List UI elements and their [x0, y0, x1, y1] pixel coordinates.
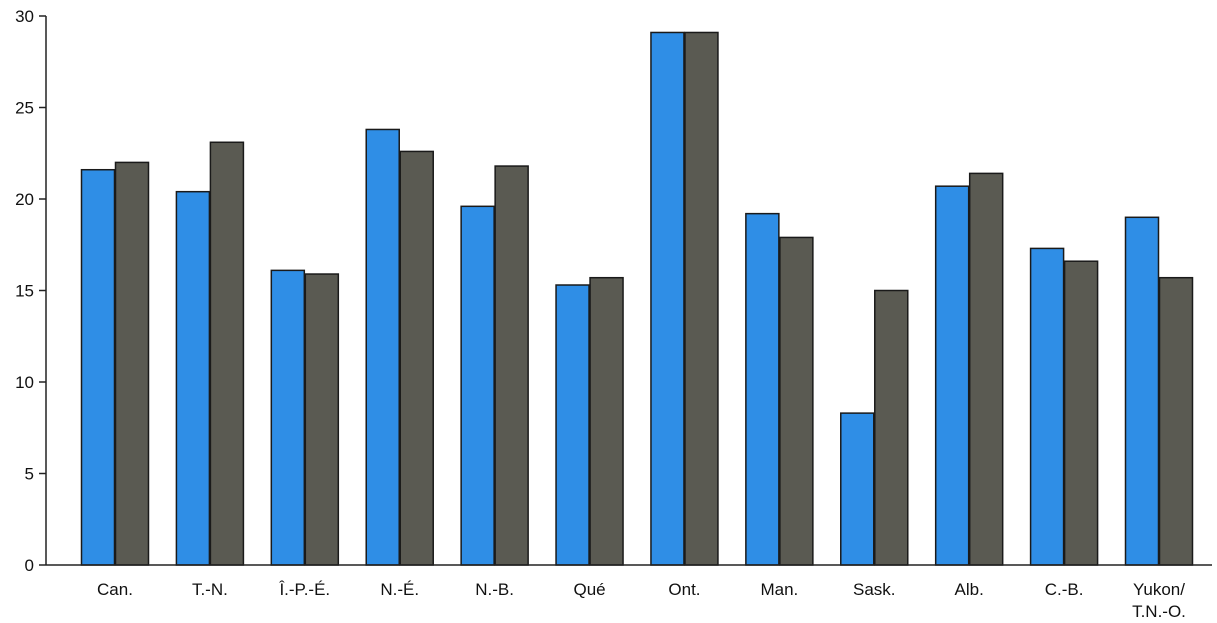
bar-series-2 [589, 276, 624, 566]
bar-series-2 [968, 172, 1004, 566]
bar-series-2 [304, 273, 340, 566]
category-label-line: Yukon/ [1133, 580, 1185, 599]
category-label-line: N.-É. [380, 580, 419, 599]
category-label: Yukon/T.N.-O. [1132, 580, 1186, 621]
y-tick-label: 0 [25, 556, 34, 575]
bar-series-2 [1158, 276, 1194, 566]
category-label-line: Alb. [955, 580, 984, 599]
category-label: Ont. [668, 580, 700, 599]
bar-series-1 [270, 269, 306, 566]
y-tick-label: 20 [15, 190, 34, 209]
category-label-line: Sask. [853, 580, 896, 599]
y-tick-label: 25 [15, 99, 34, 118]
category-label-line: Can. [97, 580, 133, 599]
y-tick-label: 15 [15, 282, 34, 301]
x-axis-labels: Can. T.-N. Î.-P.-É. N.-É. N.-B. Qué Ont. Man. Sa… [97, 580, 1186, 621]
category-label: Man. [760, 580, 798, 599]
bar-series-1 [650, 31, 685, 566]
bar-series-2 [779, 236, 814, 566]
bars-group [80, 31, 1194, 566]
category-label-line: T.N.-O. [1132, 602, 1186, 621]
bar-series-1 [934, 185, 970, 566]
bar-series-2 [114, 161, 150, 566]
bar-series-1 [1029, 247, 1065, 566]
category-label-line: Ont. [668, 580, 700, 599]
category-label-line: Man. [760, 580, 798, 599]
bar-series-2 [684, 31, 719, 566]
category-label: Sask. [853, 580, 896, 599]
bar-series-2 [399, 150, 434, 566]
y-tick-label: 30 [15, 7, 34, 26]
category-label: N.-B. [475, 580, 514, 599]
category-label-line: Î.-P.-É. [278, 580, 330, 599]
category-label-line: T.-N. [192, 580, 228, 599]
bar-series-1 [840, 412, 875, 566]
bar-series-1 [555, 284, 590, 566]
category-label-line: C.-B. [1045, 580, 1084, 599]
bar-series-1 [745, 212, 780, 566]
bar-series-1 [175, 190, 211, 566]
bar-series-1 [1124, 216, 1160, 566]
category-label-line: Qué [573, 580, 605, 599]
category-label: T.-N. [192, 580, 228, 599]
y-axis: 0 5 10 15 20 25 30 [15, 7, 46, 575]
category-label: Qué [573, 580, 605, 599]
bar-series-1 [365, 128, 400, 566]
category-label: N.-É. [380, 580, 419, 599]
bar-series-2 [494, 165, 529, 566]
y-tick-label: 5 [25, 465, 34, 484]
bar-series-2 [874, 289, 909, 566]
category-label: Î.-P.-É. [278, 580, 330, 599]
bar-series-2 [1063, 260, 1099, 566]
category-label: C.-B. [1045, 580, 1084, 599]
y-tick-label: 10 [15, 373, 34, 392]
category-label: Can. [97, 580, 133, 599]
bar-series-1 [80, 168, 116, 566]
category-label: Alb. [955, 580, 984, 599]
category-label-line: N.-B. [475, 580, 514, 599]
bar-series-2 [209, 141, 245, 566]
bar-series-1 [460, 205, 495, 566]
